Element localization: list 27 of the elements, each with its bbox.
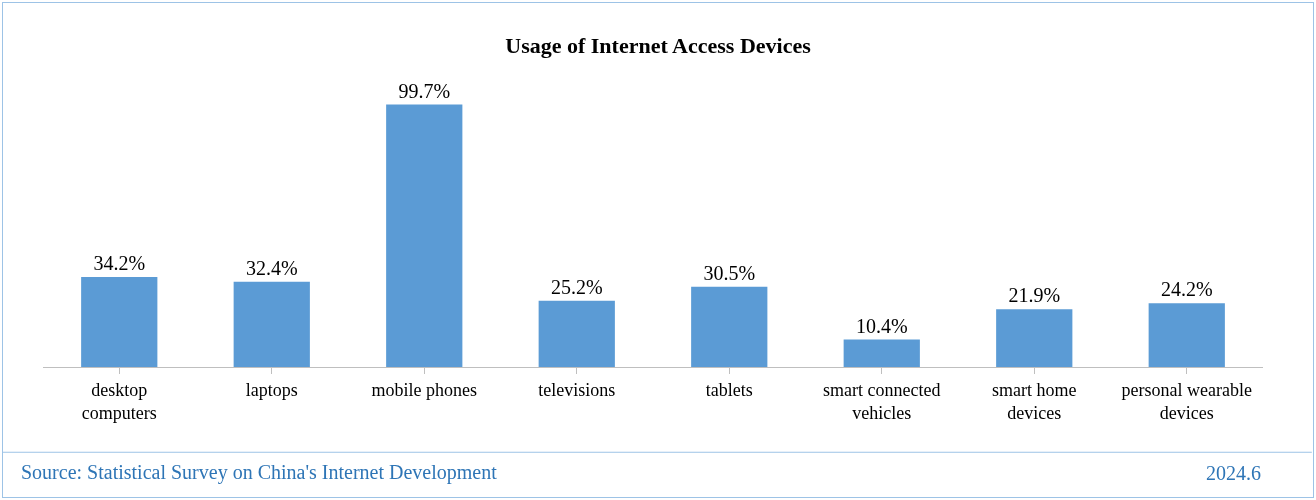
bar (386, 104, 463, 367)
data-label: 32.4% (245, 256, 298, 279)
bar (691, 286, 768, 367)
x-tick-label: tablets (705, 379, 753, 400)
bar (538, 300, 615, 367)
x-tick-label: smart connected vehicles (823, 379, 941, 423)
data-label: 30.5% (703, 261, 756, 284)
x-tick-label: personal wearable devices (1121, 379, 1252, 423)
x-tick-label: mobile phones (371, 379, 477, 400)
source-note: Source: Statistical Survey on China's Internet Development (21, 461, 498, 484)
data-label: 24.2% (1160, 278, 1213, 301)
x-tick-label: smart home devices (992, 379, 1077, 423)
bar (1148, 303, 1225, 367)
chart-title: Usage of Internet Access Devices (505, 32, 812, 58)
data-label: 25.2% (550, 275, 603, 298)
bar (996, 309, 1073, 367)
data-label: 34.2% (93, 251, 146, 274)
data-label: 10.4% (855, 314, 908, 337)
data-label: 21.9% (1008, 284, 1061, 307)
bar (233, 281, 310, 367)
x-tick-label: desktop computers (81, 379, 157, 423)
data-label: 99.7% (398, 79, 451, 102)
x-tick-label: televisions (538, 379, 616, 400)
text: 2024.6 (1206, 462, 1261, 484)
x-tick-label: laptops (245, 379, 298, 400)
bar (81, 276, 158, 367)
bar (843, 339, 920, 367)
